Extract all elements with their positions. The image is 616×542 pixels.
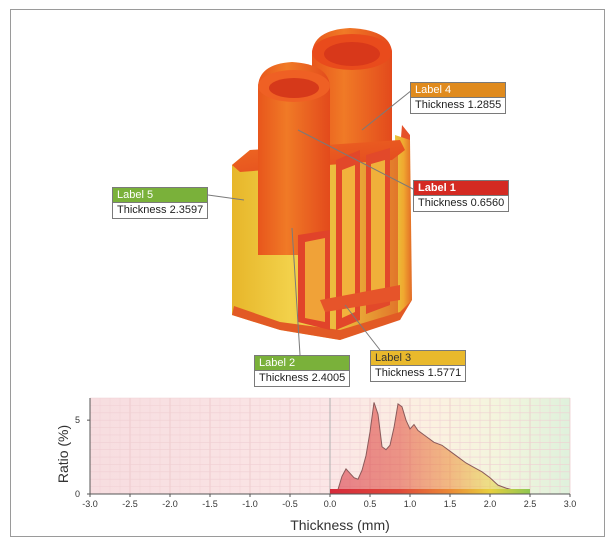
- y-axis-label: Ratio (%): [55, 425, 71, 483]
- label-5-name: Label 5: [112, 187, 209, 203]
- y-tick-label: 0: [75, 489, 80, 499]
- x-tick-label: -3.0: [82, 499, 98, 509]
- label-2-name: Label 2: [254, 355, 351, 371]
- label-1-thickness: Thickness 0.6560: [413, 196, 510, 212]
- x-tick-label: -1.5: [202, 499, 218, 509]
- x-tick-label: 1.0: [404, 499, 417, 509]
- label-1-name: Label 1: [413, 180, 510, 196]
- part-model[interactable]: [0, 0, 616, 400]
- label-2-thickness: Thickness 2.4005: [254, 371, 351, 387]
- callout-label-2[interactable]: Label 2 Thickness 2.4005: [254, 355, 351, 387]
- callout-label-4[interactable]: Label 4 Thickness 1.2855: [410, 82, 507, 114]
- x-tick-label: 3.0: [564, 499, 577, 509]
- y-tick-label: 5: [75, 415, 80, 425]
- x-tick-label: -0.5: [282, 499, 298, 509]
- label-4-thickness: Thickness 1.2855: [410, 98, 507, 114]
- label-3-thickness: Thickness 1.5771: [370, 366, 467, 382]
- x-tick-label: -1.0: [242, 499, 258, 509]
- x-tick-label: -2.0: [162, 499, 178, 509]
- label-4-name: Label 4: [410, 82, 507, 98]
- thickness-color-bar: [330, 489, 530, 494]
- x-tick-label: 2.0: [484, 499, 497, 509]
- callout-label-3[interactable]: Label 3 Thickness 1.5771: [370, 350, 467, 382]
- x-tick-label: 2.5: [524, 499, 537, 509]
- x-tick-label: 0.5: [364, 499, 377, 509]
- x-tick-label: -2.5: [122, 499, 138, 509]
- callout-label-5[interactable]: Label 5 Thickness 2.3597: [112, 187, 209, 219]
- distribution-area: [328, 402, 531, 495]
- label-5-thickness: Thickness 2.3597: [112, 203, 209, 219]
- label-3-name: Label 3: [370, 350, 467, 366]
- callout-label-1[interactable]: Label 1 Thickness 0.6560: [413, 180, 510, 212]
- x-axis-label: Thickness (mm): [290, 517, 390, 533]
- x-tick-label: 0.0: [324, 499, 337, 509]
- x-tick-label: 1.5: [444, 499, 457, 509]
